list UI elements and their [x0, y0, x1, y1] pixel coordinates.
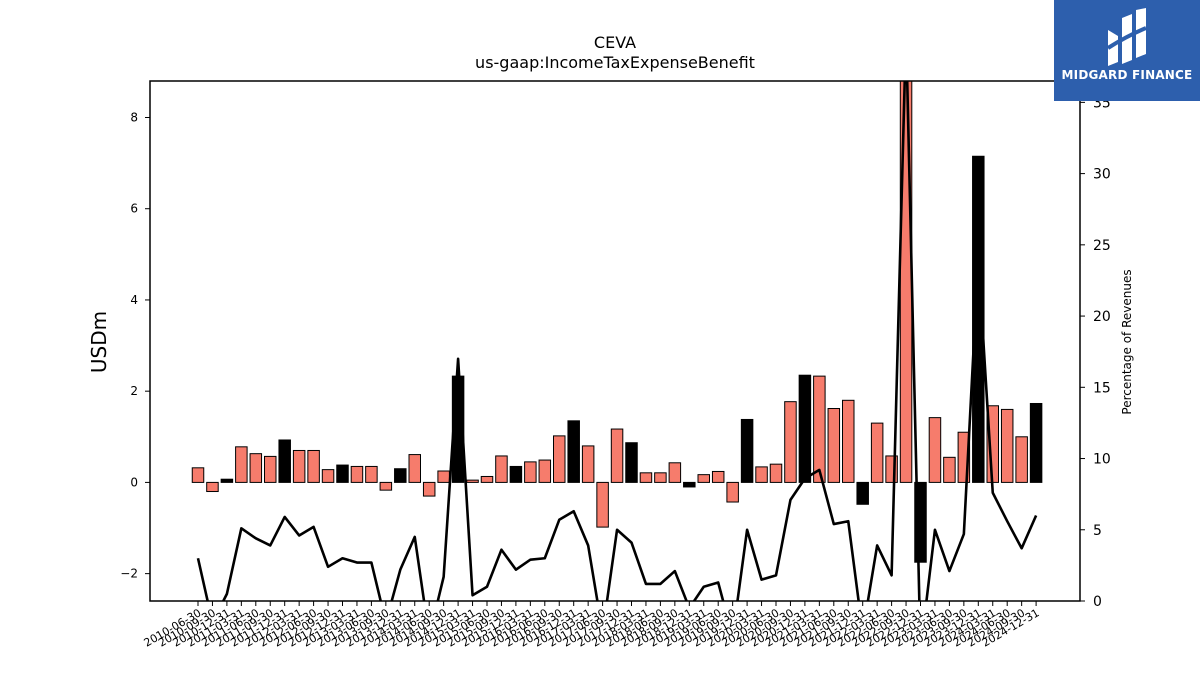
- bar: [639, 472, 653, 483]
- bar: [581, 445, 595, 483]
- logo: MIDGARD FINANCE: [1054, 0, 1200, 101]
- bar: [610, 428, 624, 483]
- y-tick-label: 4: [130, 293, 138, 307]
- bar: [654, 472, 667, 483]
- bar: [813, 375, 826, 483]
- y2-tick-label: 10: [1093, 452, 1111, 468]
- bar: [553, 435, 566, 483]
- bar: [336, 464, 349, 483]
- y-tick-label: −2: [120, 567, 138, 581]
- y-axis-label: USDm: [87, 311, 111, 373]
- bar: [914, 481, 927, 563]
- bar: [827, 408, 841, 483]
- bar: [495, 455, 508, 483]
- logo-mark-icon: [1106, 8, 1147, 66]
- bar: [524, 461, 537, 483]
- y2-tick-label: 5: [1093, 523, 1102, 539]
- bar: [220, 478, 234, 483]
- bar: [856, 481, 869, 505]
- bar: [350, 465, 364, 483]
- bar: [697, 474, 710, 483]
- bar: [437, 470, 450, 483]
- bar: [596, 481, 609, 528]
- bar: [191, 467, 205, 483]
- bar: [711, 470, 725, 483]
- bar: [278, 439, 291, 483]
- bar: [668, 462, 682, 483]
- bar: [885, 455, 898, 483]
- chart-subtitle: us-gaap:IncomeTaxExpenseBenefit: [475, 53, 755, 72]
- bar: [307, 449, 320, 483]
- bar: [740, 418, 754, 483]
- bar: [842, 399, 855, 483]
- bar: [769, 463, 783, 483]
- y2-tick-label: 15: [1093, 380, 1111, 396]
- bar: [422, 481, 436, 497]
- bar: [206, 481, 219, 493]
- y2-axis-label: Percentage of Revenues: [1120, 269, 1134, 414]
- bar: [249, 453, 263, 483]
- bar: [928, 417, 942, 483]
- bar: [567, 420, 580, 483]
- bar: [943, 456, 956, 483]
- bar: [957, 431, 971, 483]
- bar: [625, 442, 638, 483]
- bar: [235, 446, 248, 483]
- y2-tick-label: 25: [1093, 238, 1111, 254]
- bar: [784, 401, 797, 483]
- bar: [480, 475, 494, 483]
- bar: [379, 481, 393, 491]
- y-tick-label: 2: [130, 384, 138, 398]
- revenue-percentage-line: [196, 81, 1038, 601]
- bar: [321, 469, 335, 483]
- y2-tick-label: 0: [1093, 594, 1102, 610]
- plot-frame: [149, 80, 1081, 602]
- bars: [191, 81, 1043, 563]
- bar: [509, 465, 523, 483]
- bar: [870, 422, 884, 483]
- y2-tick-label: 20: [1093, 309, 1111, 325]
- bar: [899, 81, 913, 483]
- line-layer: [196, 81, 1038, 601]
- bar: [264, 455, 277, 483]
- bar: [1000, 408, 1014, 483]
- bar: [292, 449, 306, 483]
- y-tick-label: 8: [130, 110, 138, 124]
- bar: [408, 454, 421, 483]
- bar: [683, 481, 696, 488]
- y2-tick-label: 30: [1093, 167, 1111, 183]
- bar: [466, 479, 479, 483]
- y-tick-label: 6: [130, 202, 138, 216]
- y-tick-label: 0: [130, 475, 138, 489]
- bar: [394, 468, 407, 483]
- axes: −202468051015202530352010-06-302010-09-3…: [120, 80, 1111, 650]
- bar: [726, 481, 739, 503]
- bar: [538, 459, 552, 483]
- bar: [1015, 436, 1028, 483]
- bar: [755, 466, 768, 483]
- bar: [972, 155, 985, 483]
- logo-text: MIDGARD FINANCE: [1061, 68, 1193, 82]
- bar: [365, 465, 378, 483]
- chart-title: CEVA: [594, 33, 636, 52]
- bar: [798, 374, 812, 483]
- bar: [1029, 402, 1043, 483]
